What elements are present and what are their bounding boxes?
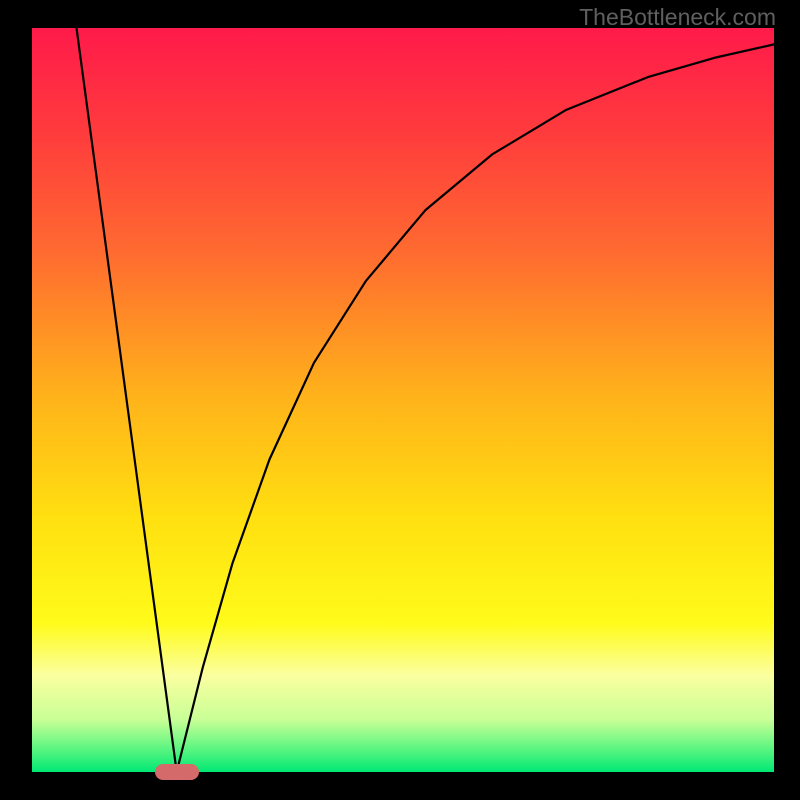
figure: TheBottleneck.com	[0, 0, 800, 800]
plot-area	[32, 28, 774, 772]
curve-layer	[32, 28, 774, 772]
curve-line	[77, 28, 774, 772]
bottleneck-marker	[155, 764, 199, 780]
watermark-text: TheBottleneck.com	[579, 4, 776, 31]
